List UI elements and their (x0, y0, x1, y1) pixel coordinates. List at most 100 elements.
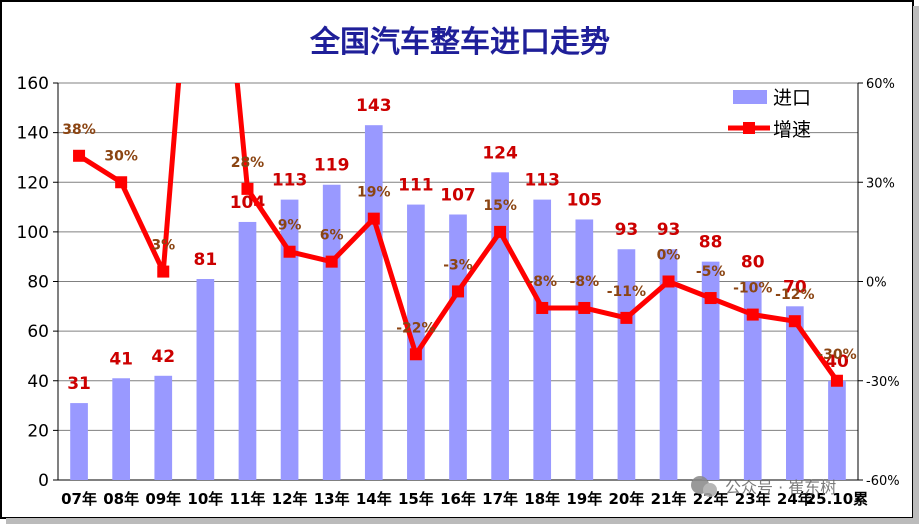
bar (154, 375, 173, 480)
right-axis-ticks: -60% -30% 0% 30% 60% (858, 77, 900, 489)
x-tick-label: 09年 (145, 490, 181, 508)
x-tick-label: 20年 (608, 490, 644, 508)
left-tick-label: 120 (17, 173, 49, 193)
bar-label: 93 (657, 220, 681, 240)
bar (828, 380, 846, 480)
x-tick-label: 12年 (272, 490, 308, 508)
line-label: -5% (696, 264, 726, 280)
bar-label: 70 (783, 277, 807, 297)
x-tick-label: 13年 (314, 490, 350, 508)
bar-label: 111 (398, 176, 434, 196)
bar-label: 105 (567, 190, 603, 210)
x-tick-label: 22年 (693, 490, 729, 508)
bar-label: 107 (440, 186, 476, 206)
bar (533, 199, 552, 480)
bar (786, 306, 804, 480)
left-tick-label: 160 (17, 74, 49, 94)
bar (112, 378, 130, 480)
x-tick-label: 11年 (230, 490, 266, 508)
bar-label: 93 (615, 220, 639, 240)
bar (701, 261, 720, 480)
line-marker (788, 315, 801, 328)
bar (238, 221, 257, 480)
line-marker (494, 225, 507, 238)
line-marker (325, 255, 338, 268)
bar (743, 281, 762, 480)
line-label: -8% (570, 274, 600, 290)
line-marker (409, 348, 422, 361)
x-tick-label: 23年 (735, 490, 771, 508)
chart-title: 全国汽车整车进口走势 (309, 25, 610, 60)
legend: 进口 增速 (728, 87, 811, 141)
line-marker (662, 275, 675, 288)
line-label: -12% (775, 287, 814, 303)
x-tick-label: 16年 (440, 490, 476, 508)
x-tick-label: 25.10累 (806, 490, 868, 508)
x-tick-label: 19年 (566, 490, 602, 508)
watermark-text: 公众号 · 崔东树 (725, 478, 836, 497)
bar-label: 41 (109, 349, 133, 369)
bar-label: 119 (314, 156, 350, 176)
bar-label: 143 (356, 96, 392, 116)
right-tick-label: 60% (866, 77, 895, 92)
bar (70, 403, 88, 480)
legend-line-marker (743, 122, 755, 134)
line-label: 30% (104, 148, 138, 164)
line-marker (578, 301, 591, 314)
legend-bar-label: 进口 (773, 87, 811, 109)
line-marker (73, 149, 86, 162)
bar (196, 279, 215, 480)
line-label: -10% (733, 281, 772, 297)
bar (407, 204, 425, 481)
bar-label: 113 (272, 171, 308, 191)
left-tick-label: 20 (27, 421, 49, 441)
x-tick-label: 08年 (103, 490, 139, 508)
line-marker (704, 292, 717, 305)
line-marker (367, 212, 380, 225)
bar (280, 199, 299, 480)
bar (491, 172, 509, 480)
line-marker (452, 285, 464, 298)
line-label: 6% (320, 228, 344, 244)
line-marker (115, 176, 128, 189)
line-marker (157, 265, 170, 278)
line-label: 19% (357, 185, 391, 201)
right-tick-label: -60% (866, 474, 900, 489)
right-tick-label: 0% (866, 276, 887, 291)
x-tick-label: 21年 (651, 490, 687, 508)
line-marker (283, 245, 296, 258)
line-marker (536, 301, 549, 314)
line-label: -30% (817, 347, 856, 363)
bar (575, 219, 594, 480)
legend-line-label: 增速 (773, 119, 811, 141)
line-label: -22% (396, 320, 435, 336)
bar (659, 249, 678, 480)
bar (364, 125, 383, 481)
right-tick-label: -30% (866, 375, 900, 390)
bar-label: 31 (67, 374, 91, 394)
line-label: -11% (607, 284, 646, 300)
line-marker (241, 182, 254, 195)
line-label: -3% (443, 257, 473, 273)
line-label: 9% (278, 218, 302, 234)
line-marker (746, 308, 759, 321)
line-series (73, 83, 843, 387)
bar-label: 42 (151, 347, 175, 367)
line-labels: 38% 30% 3% 28% 9% 6% 19% -22% -3% 15% -8% -8% -11% 0%… (62, 122, 856, 363)
left-axis-ticks: 0 20 40 60 80 100 120 140 160 (17, 74, 58, 491)
bar (617, 249, 636, 480)
bar-label: 88 (699, 233, 723, 253)
bar (449, 214, 467, 480)
line-marker (620, 311, 633, 324)
line-label: 15% (483, 198, 517, 214)
x-tick-label: 15年 (398, 490, 434, 508)
x-axis-labels: 07年 08年 09年 10年 11年 12年 13年 14年 15年 16年 17年 18年 19年 2… (61, 490, 868, 508)
x-tick-label: 18年 (524, 490, 560, 508)
watermark: 公众号 · 崔东树 (691, 476, 836, 497)
x-tick-label: 17年 (482, 490, 518, 508)
line-label: 28% (231, 155, 265, 171)
bar-label: 80 (741, 253, 765, 273)
bar-label: 40 (825, 352, 849, 372)
